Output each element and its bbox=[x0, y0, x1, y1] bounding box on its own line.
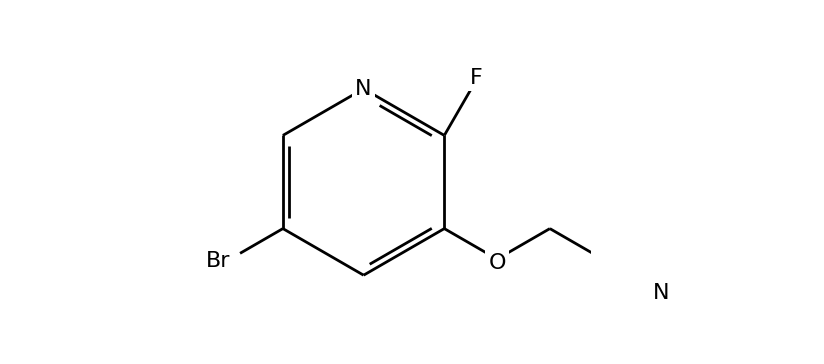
Text: Br: Br bbox=[206, 251, 231, 271]
Text: O: O bbox=[489, 253, 506, 273]
Text: N: N bbox=[653, 283, 669, 303]
Text: N: N bbox=[355, 79, 372, 99]
Text: F: F bbox=[471, 68, 483, 88]
